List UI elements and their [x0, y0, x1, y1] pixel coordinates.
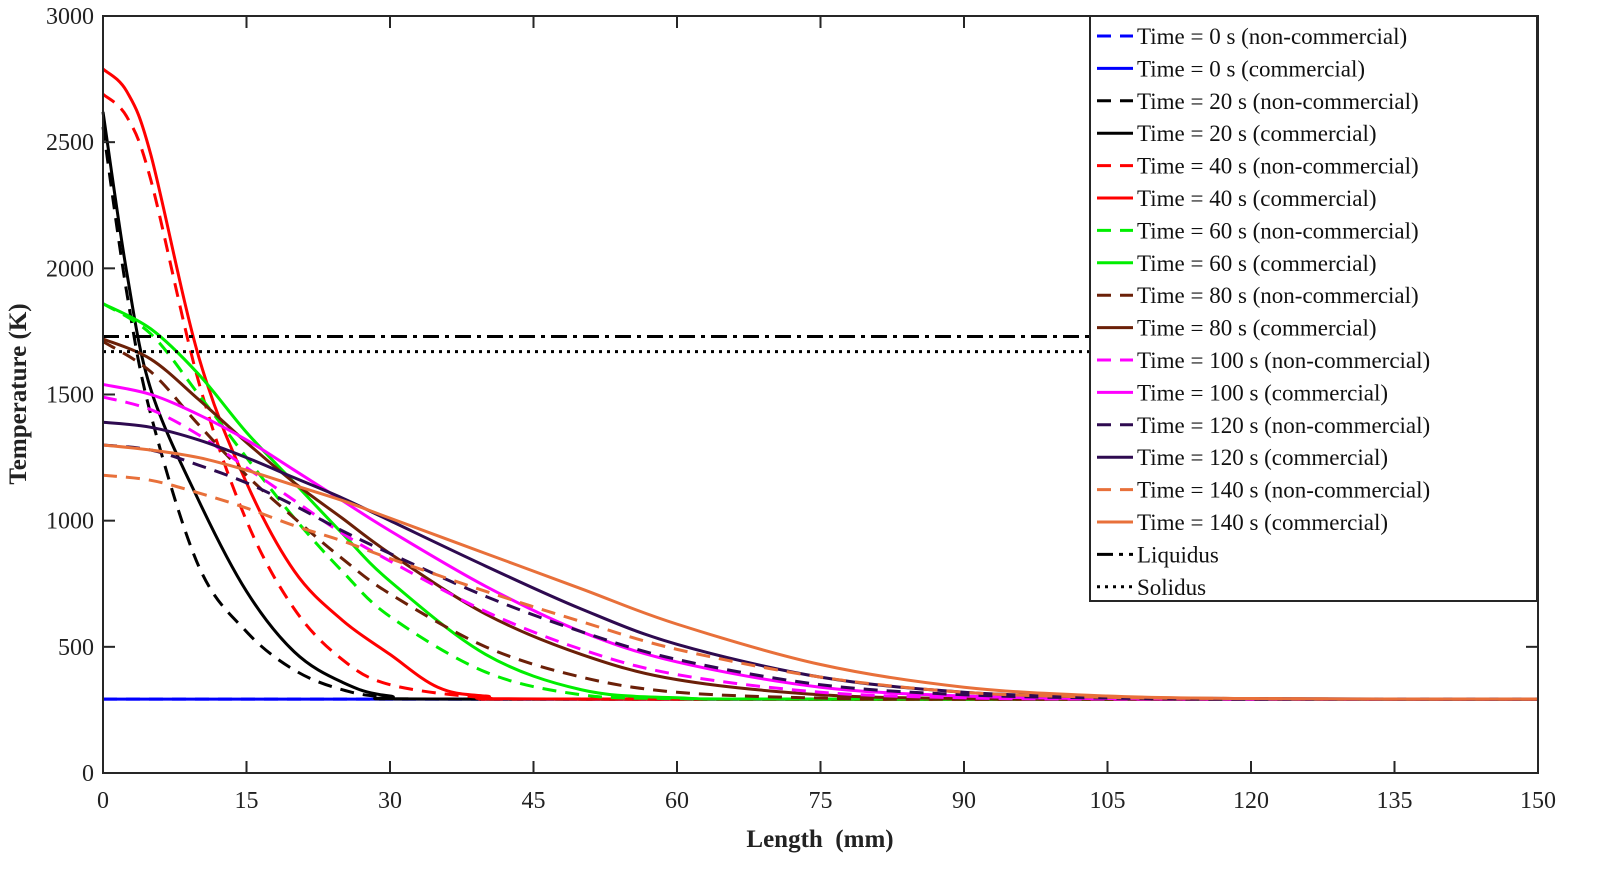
series-lines	[101, 67, 1539, 701]
legend-item: Time = 40 s (commercial)	[1097, 186, 1377, 211]
legend-item: Time = 120 s (non-commercial)	[1097, 413, 1430, 438]
x-tick-label: 45	[522, 788, 546, 814]
legend-item: Time = 80 s (commercial)	[1097, 316, 1377, 341]
x-tick-label: 105	[1090, 788, 1126, 814]
x-tick-label: 30	[378, 788, 402, 814]
y-axis-label: Temperature (K)	[5, 303, 32, 484]
legend-item: Time = 20 s (commercial)	[1097, 121, 1377, 146]
legend-item: Liquidus	[1097, 542, 1219, 567]
legend-label: Time = 0 s (commercial)	[1137, 56, 1365, 81]
y-tick-label: 2000	[46, 256, 94, 282]
legend-label: Time = 0 s (non-commercial)	[1137, 24, 1407, 49]
legend-label: Time = 80 s (non-commercial)	[1137, 283, 1419, 308]
legend-label: Time = 40 s (commercial)	[1137, 186, 1377, 211]
x-tick-label: 90	[952, 788, 976, 814]
legend-label: Time = 100 s (commercial)	[1137, 380, 1388, 405]
y-tick-label: 1500	[46, 383, 94, 409]
legend-label: Liquidus	[1137, 542, 1219, 567]
legend-item: Solidus	[1097, 575, 1206, 600]
x-tick-label: 60	[665, 788, 689, 814]
x-tick-label: 120	[1233, 788, 1269, 814]
legend-item: Time = 140 s (non-commercial)	[1097, 478, 1430, 503]
legend-item: Time = 60 s (commercial)	[1097, 251, 1377, 276]
legend-box	[1089, 15, 1538, 602]
legend-label: Time = 140 s (commercial)	[1137, 510, 1388, 535]
y-tick-label: 500	[58, 635, 94, 661]
legend-label: Time = 20 s (non-commercial)	[1137, 89, 1419, 114]
x-tick-label: 75	[809, 788, 833, 814]
legend-item: Time = 100 s (non-commercial)	[1097, 348, 1430, 373]
legend-item: Time = 60 s (non-commercial)	[1097, 218, 1419, 243]
legend-label: Time = 100 s (non-commercial)	[1137, 348, 1430, 373]
y-tick-label: 0	[82, 761, 94, 787]
x-tick-label: 135	[1377, 788, 1413, 814]
legend-label: Time = 120 s (non-commercial)	[1137, 413, 1430, 438]
legend: Time = 0 s (non-commercial) Time = 0 s (c…	[1089, 15, 1538, 602]
y-tick-label: 3000	[46, 4, 94, 30]
legend-label: Time = 60 s (commercial)	[1137, 251, 1377, 276]
x-axis-label: Length (mm)	[746, 826, 893, 853]
legend-item: Time = 80 s (non-commercial)	[1097, 283, 1419, 308]
legend-label: Time = 120 s (commercial)	[1137, 445, 1388, 470]
legend-item: Time = 0 s (commercial)	[1097, 56, 1365, 81]
x-tick-label: 0	[97, 788, 109, 814]
x-tick-label: 15	[235, 788, 259, 814]
x-tick-label: 150	[1520, 788, 1556, 814]
legend-label: Time = 80 s (commercial)	[1137, 316, 1377, 341]
legend-item: Time = 120 s (commercial)	[1097, 445, 1388, 470]
series-line-6	[102, 302, 1539, 701]
legend-item: Time = 140 s (commercial)	[1097, 510, 1388, 535]
legend-label: Solidus	[1137, 575, 1206, 600]
y-tick-label: 2500	[46, 130, 94, 156]
legend-item: Time = 20 s (non-commercial)	[1097, 89, 1419, 114]
axis-ticks: 0 15 30 45 60 75 90 105 120 135 150050010001500200…	[46, 4, 1556, 814]
legend-item: Time = 0 s (non-commercial)	[1097, 24, 1407, 49]
legend-label: Time = 60 s (non-commercial)	[1137, 218, 1419, 243]
series-line-15	[102, 443, 1539, 701]
legend-label: Time = 140 s (non-commercial)	[1137, 478, 1430, 503]
legend-label: Time = 40 s (non-commercial)	[1137, 154, 1419, 179]
legend-item: Time = 40 s (non-commercial)	[1097, 154, 1419, 179]
legend-label: Time = 20 s (commercial)	[1137, 121, 1377, 146]
legend-item: Time = 100 s (commercial)	[1097, 380, 1388, 405]
y-tick-label: 1000	[46, 509, 94, 535]
